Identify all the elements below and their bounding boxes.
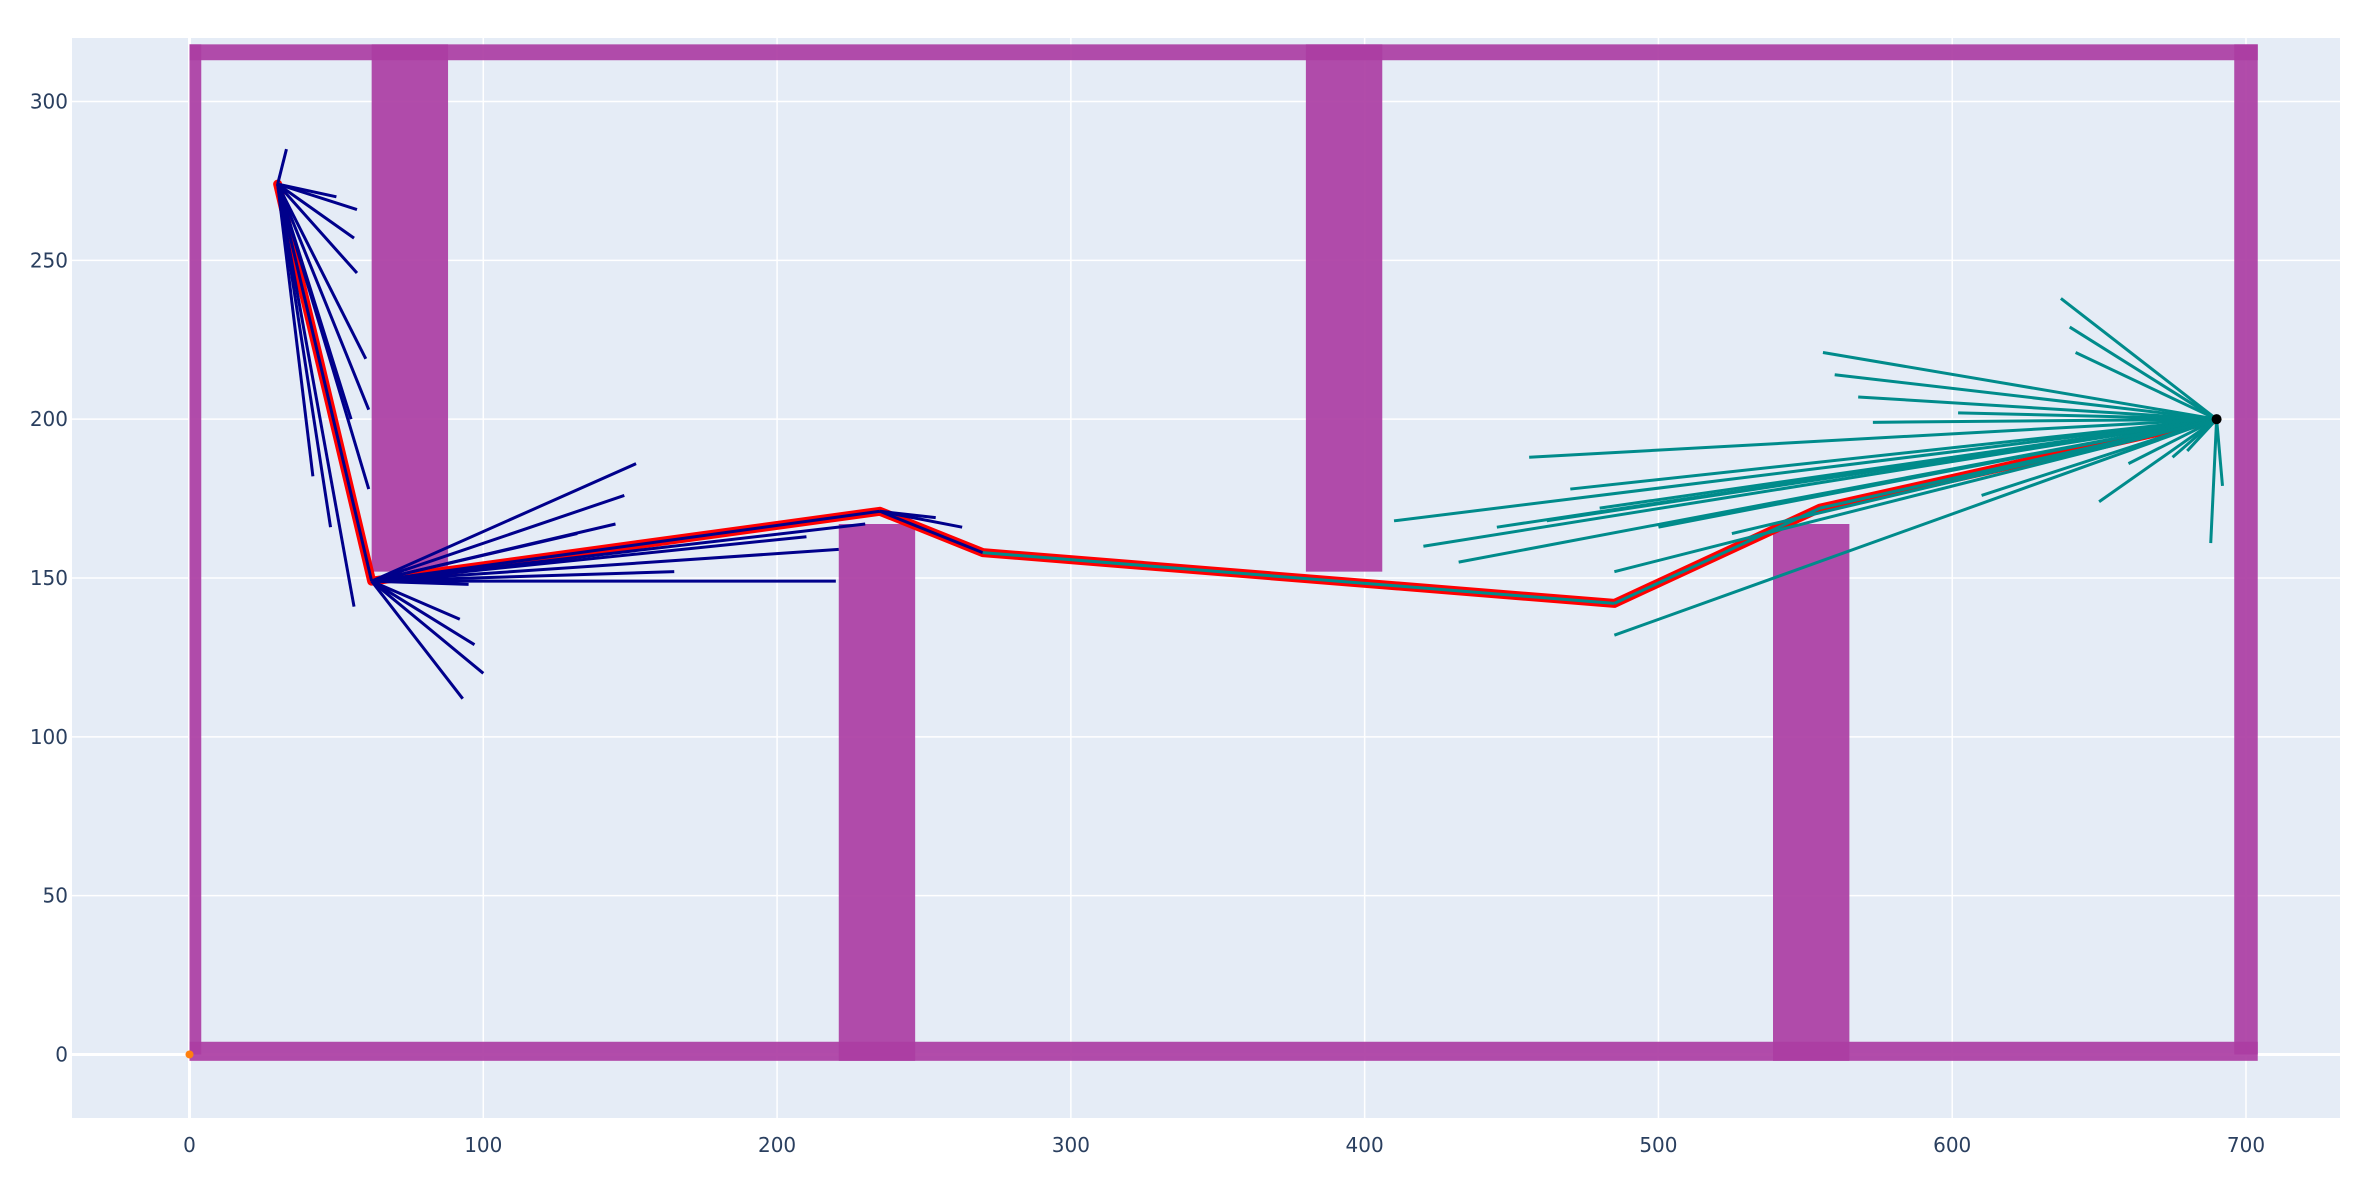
obstacle-rect xyxy=(1773,524,1850,1061)
goal-tree-edge xyxy=(2209,419,2219,544)
start-tree-edge xyxy=(371,532,578,583)
goal-tree-edge xyxy=(1393,417,2217,523)
start-tree-edge xyxy=(371,579,469,586)
y-tick-label: 0 xyxy=(55,1042,68,1066)
goal-tree-edge xyxy=(1613,506,1821,605)
obstacles xyxy=(189,44,2258,1061)
search-trees xyxy=(276,148,2224,700)
x-tick-label: 400 xyxy=(1346,1133,1384,1157)
start-tree-edge xyxy=(371,493,625,583)
start-tree-edge xyxy=(371,579,461,621)
goal-tree-edge xyxy=(2059,297,2218,421)
start-marker xyxy=(185,1050,194,1059)
y-tick-label: 100 xyxy=(30,725,68,749)
start-tree-edge xyxy=(370,580,485,675)
goal-tree-edge xyxy=(2074,351,2218,421)
x-tick-label: 600 xyxy=(1933,1133,1971,1157)
start-tree-edge xyxy=(371,522,866,583)
start-tree-edge xyxy=(276,183,315,477)
obstacle-rect xyxy=(189,44,2258,61)
start-tree-edge xyxy=(276,183,371,490)
x-tick-label: 200 xyxy=(758,1133,796,1157)
start-tree-edge xyxy=(276,183,356,607)
start-tree-edge xyxy=(276,183,368,360)
y-tick-label: 250 xyxy=(30,248,68,272)
obstacle-rect xyxy=(189,44,202,1055)
goal-tree-edge xyxy=(1822,350,2217,421)
goal-tree-edge xyxy=(1958,411,2217,421)
obstacle-rect xyxy=(2234,44,2258,1055)
goal-tree-edge xyxy=(1570,417,2217,491)
markers xyxy=(185,414,2222,1059)
x-tick-label: 300 xyxy=(1052,1133,1090,1157)
start-tree-edge xyxy=(276,183,374,582)
goal-marker xyxy=(2211,414,2222,425)
goal-tree-edge xyxy=(2127,417,2218,465)
y-tick-label: 50 xyxy=(43,884,68,908)
start-tree-edge xyxy=(276,183,359,275)
goal-tree-edge xyxy=(2215,419,2224,487)
obstacle-rect xyxy=(1305,44,1383,572)
goal-tree-edge xyxy=(1599,417,2217,510)
tick-labels: 0 100 200 300 400 500 600 700 0 50 100 150 200 250 300 xyxy=(30,90,2265,1157)
x-tick-label: 100 xyxy=(464,1133,502,1157)
start-tree-edge xyxy=(371,570,675,583)
start-tree-edge xyxy=(370,580,464,700)
start-tree-edge xyxy=(371,462,637,583)
obstacle-rect xyxy=(838,524,916,1061)
start-tree-edge xyxy=(879,509,963,529)
obstacle-rect xyxy=(371,44,449,572)
y-tick-label: 200 xyxy=(30,407,68,431)
goal-tree-edge xyxy=(982,551,1615,605)
start-tree-edge xyxy=(370,579,476,646)
start-tree-edge xyxy=(276,148,288,185)
start-tree-edge xyxy=(371,547,839,583)
x-tick-label: 500 xyxy=(1639,1133,1677,1157)
start-tree-edge xyxy=(276,183,371,411)
goal-tree-edge xyxy=(1613,417,2217,574)
goal-tree-edge xyxy=(1658,417,2217,529)
goal-tree-edge xyxy=(1834,373,2217,421)
goal-tree-edge xyxy=(1872,417,2217,424)
goal-tree-edge xyxy=(2068,325,2218,421)
start-tree-edge xyxy=(277,182,337,199)
y-tick-label: 150 xyxy=(30,566,68,590)
start-tree-edge xyxy=(879,509,984,554)
goal-tree-edge xyxy=(1529,417,2217,459)
goal-tree-edge xyxy=(1613,417,2218,637)
start-tree-edge xyxy=(276,182,355,240)
start-tree-edge xyxy=(371,509,881,583)
y-tick-label: 300 xyxy=(30,90,68,114)
obstacle-rect xyxy=(189,1041,2258,1061)
goal-tree-edge xyxy=(2098,417,2218,503)
x-tick-label: 700 xyxy=(2227,1133,2265,1157)
x-tick-label: 0 xyxy=(183,1133,196,1157)
goal-tree-edge xyxy=(1858,395,2217,421)
